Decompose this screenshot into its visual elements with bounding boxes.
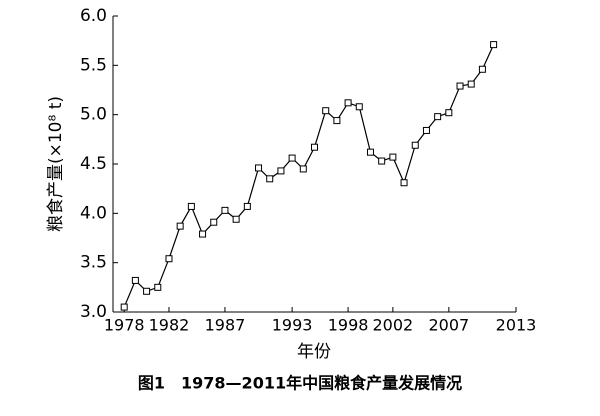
data-line xyxy=(123,44,495,308)
y-tick-label: 4.0 xyxy=(80,203,107,223)
data-point xyxy=(288,154,296,162)
x-tick-label: 2007 xyxy=(428,316,469,335)
x-axis-label: 年份 xyxy=(297,342,331,362)
data-point xyxy=(210,218,218,226)
x-tick-label: 2013 xyxy=(496,316,537,335)
data-point xyxy=(434,113,442,121)
data-point xyxy=(131,276,139,284)
data-point xyxy=(355,103,363,111)
y-tick-label: 4.5 xyxy=(80,154,107,174)
x-tick-label: 2002 xyxy=(373,316,414,335)
data-point xyxy=(154,283,162,291)
data-point xyxy=(400,179,408,187)
x-tick-label: 1982 xyxy=(149,316,190,335)
data-point xyxy=(411,141,419,149)
data-point xyxy=(243,202,251,210)
x-tick-label: 1993 xyxy=(272,316,313,335)
data-point xyxy=(478,65,486,73)
data-point xyxy=(187,202,195,210)
data-point xyxy=(490,41,498,49)
data-point xyxy=(199,230,207,238)
y-tick-label: 5.0 xyxy=(80,105,107,125)
data-point xyxy=(143,287,151,295)
data-point xyxy=(221,206,229,214)
x-tick-label: 1998 xyxy=(328,316,369,335)
data-point xyxy=(311,143,318,151)
data-point xyxy=(322,107,330,115)
data-point xyxy=(422,126,430,134)
y-tick-label: 5.5 xyxy=(80,55,107,75)
data-point xyxy=(456,82,464,90)
y-tick-label: 3.0 xyxy=(80,302,107,322)
data-point xyxy=(176,222,184,230)
chart-title: 图1 1978—2011年中国粮食产量发展情况 xyxy=(138,374,462,393)
data-point xyxy=(266,175,274,183)
data-point xyxy=(299,165,307,173)
y-axis-label: 粮食产量(×10⁸ t) xyxy=(46,96,66,232)
x-tick-label: 1987 xyxy=(205,316,246,335)
data-point xyxy=(232,215,240,223)
y-tick-label: 6.0 xyxy=(80,6,107,26)
data-point xyxy=(344,99,352,107)
data-point xyxy=(165,255,173,263)
y-tick-label: 3.5 xyxy=(80,253,107,273)
data-point xyxy=(333,117,341,125)
x-tick-label: 1978 xyxy=(104,316,145,335)
data-point xyxy=(255,164,263,172)
data-point xyxy=(120,303,128,311)
data-point xyxy=(389,153,397,161)
data-point xyxy=(277,167,285,175)
data-point xyxy=(378,157,386,165)
data-point xyxy=(366,148,374,156)
data-point xyxy=(467,80,475,88)
data-point xyxy=(445,109,453,117)
